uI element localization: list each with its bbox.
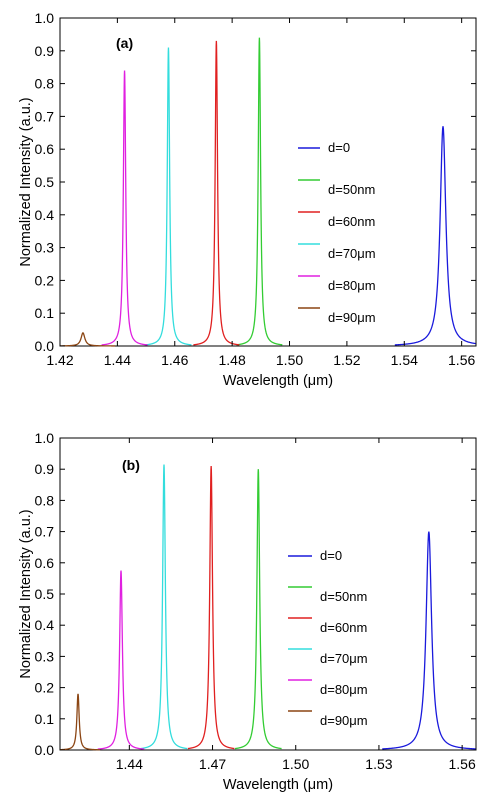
- y-tick-label: 0.4: [35, 207, 55, 223]
- series-line: [60, 332, 116, 347]
- y-axis-ticks-a: 0.0 0.1 0.2 0.3 0.4 0.5 0.6 0.7 0.8 0.9 1.0: [35, 10, 476, 354]
- legend-entry: d=80μm: [320, 682, 368, 697]
- legend-entry: d=60nm: [328, 214, 375, 229]
- legend-a: d=0 d=50nm d=60nm d=70μm d=80μm d=90μm: [298, 140, 376, 325]
- plot-frame-b: [59, 437, 477, 751]
- chart-panel-a: 0.00.10.20.30.40.50.60.70.80.91.0 1.42 1.…: [18, 10, 477, 389]
- legend-entry: d=0: [328, 140, 350, 155]
- y-tick-label: 1.0: [35, 10, 55, 26]
- series-line: [382, 531, 476, 750]
- y-axis-label-a: Normalized Intensity (a.u.): [18, 97, 34, 266]
- x-tick-label: 1.52: [333, 352, 360, 368]
- panel-label-b: (b): [122, 457, 140, 473]
- x-tick-label: 1.42: [46, 352, 73, 368]
- y-axis-label-b: Normalized Intensity (a.u.): [18, 509, 34, 678]
- x-tick-label: 1.47: [199, 756, 226, 772]
- x-tick-label: 1.50: [276, 352, 303, 368]
- legend-entry: d=90μm: [320, 713, 368, 728]
- y-tick-label: 0.4: [35, 617, 55, 633]
- y-axis-ticks-b: 0.0 0.1 0.2 0.3 0.4 0.5 0.6 0.7 0.8 0.9 1.0: [35, 430, 476, 758]
- chart-panel-b: 0.00.10.20.30.40.50.60.70.80.91.0 1.44 1.…: [18, 430, 477, 793]
- series-line: [187, 466, 235, 750]
- plot-frame-a: [59, 17, 477, 347]
- legend-entry: d=50nm: [328, 182, 375, 197]
- y-tick-label: 0.2: [35, 680, 55, 696]
- y-tick-label: 0.2: [35, 272, 55, 288]
- x-axis-ticks-a: 1.42 1.44 1.46 1.48 1.50 1.52 1.54 1.56: [46, 18, 475, 368]
- y-tick-label: 0.3: [35, 240, 55, 256]
- y-tick-label: 0.5: [35, 174, 55, 190]
- series-line: [97, 570, 145, 750]
- x-tick-label: 1.54: [391, 352, 418, 368]
- y-tick-label: 0.3: [35, 648, 55, 664]
- y-tick-label: 0.8: [35, 492, 55, 508]
- x-tick-label: 1.53: [365, 756, 392, 772]
- y-tick-label: 0.0: [35, 338, 55, 354]
- legend-entry: d=70μm: [320, 651, 368, 666]
- x-tick-label: 1.56: [448, 352, 475, 368]
- series-line: [145, 47, 192, 346]
- legend-entry: d=90μm: [328, 310, 376, 325]
- series-line: [394, 126, 476, 346]
- series-line: [234, 469, 282, 750]
- series-lines-a: [60, 37, 476, 347]
- series-line: [193, 40, 240, 346]
- x-tick-label: 1.44: [116, 756, 143, 772]
- legend-b: d=0 d=50nm d=60nm d=70μm d=80μm d=90μm: [288, 548, 368, 728]
- y-tick-label: 0.5: [35, 586, 55, 602]
- series-line: [101, 70, 148, 346]
- y-tick-label: 0.1: [35, 711, 55, 727]
- y-tick-label: 0.6: [35, 555, 55, 571]
- x-tick-label: 1.50: [282, 756, 309, 772]
- series-line: [236, 37, 283, 346]
- x-tick-label: 1.46: [161, 352, 188, 368]
- x-tick-label: 1.44: [104, 352, 131, 368]
- series-line: [140, 464, 188, 750]
- legend-entry: d=80μm: [328, 278, 376, 293]
- y-tick-label: 0.6: [35, 141, 55, 157]
- y-tick-label: 0.9: [35, 43, 55, 59]
- y-tick-label: 0.7: [35, 108, 55, 124]
- x-tick-label: 1.48: [219, 352, 246, 368]
- legend-entry: d=60nm: [320, 620, 367, 635]
- legend-entry: d=0: [320, 548, 342, 563]
- x-axis-label-a: Wavelength (μm): [223, 373, 333, 389]
- y-tick-label: 0.1: [35, 305, 55, 321]
- series-lines-b: [60, 464, 476, 751]
- y-tick-label: 0.7: [35, 524, 55, 540]
- x-tick-label: 1.56: [449, 756, 476, 772]
- panel-label-a: (a): [116, 35, 133, 51]
- x-axis-label-b: Wavelength (μm): [223, 777, 333, 793]
- legend-entry: d=50nm: [320, 589, 367, 604]
- y-tick-label: 0.0: [35, 742, 55, 758]
- y-tick-label: 0.9: [35, 461, 55, 477]
- y-tick-label: 0.8: [35, 76, 55, 92]
- x-axis-ticks-b: 1.44 1.47 1.50 1.53 1.56: [116, 438, 476, 772]
- y-tick-label: 1.0: [35, 430, 55, 446]
- legend-entry: d=70μm: [328, 246, 376, 261]
- series-line: [60, 693, 101, 751]
